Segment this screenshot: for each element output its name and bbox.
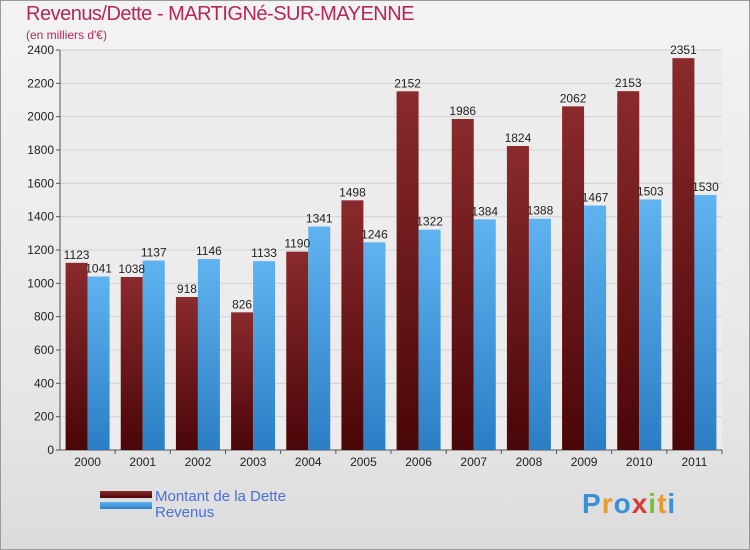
data-label-revenus: 1384 bbox=[471, 204, 498, 218]
data-label-dette: 2351 bbox=[670, 43, 697, 57]
logo-letter: o bbox=[613, 488, 632, 519]
bar-dette-2009 bbox=[562, 106, 585, 450]
data-label-revenus: 1467 bbox=[582, 191, 609, 205]
data-label-revenus: 1341 bbox=[306, 212, 333, 226]
bar-dette-2002 bbox=[175, 297, 198, 450]
data-label-revenus: 1146 bbox=[196, 244, 222, 258]
y-tick-label: 1400 bbox=[27, 210, 54, 224]
data-label-dette: 1190 bbox=[284, 237, 310, 251]
data-label-revenus: 1388 bbox=[527, 204, 554, 218]
x-tick-label: 2002 bbox=[185, 455, 212, 469]
bar-dette-2005 bbox=[341, 200, 364, 450]
data-label-revenus: 1530 bbox=[692, 180, 719, 194]
data-label-dette: 826 bbox=[232, 297, 252, 311]
bar-dette-2003 bbox=[231, 312, 254, 450]
x-tick-label: 2006 bbox=[405, 455, 432, 469]
x-tick-label: 2004 bbox=[295, 455, 322, 469]
data-label-dette: 1986 bbox=[449, 104, 476, 118]
chart-title: Revenus/Dette - MARTIGNé-SUR-MAYENNE bbox=[26, 3, 415, 25]
bar-dette-2000 bbox=[65, 262, 88, 450]
bar-dette-2004 bbox=[286, 251, 309, 450]
legend-label-revenus: Revenus bbox=[155, 504, 215, 521]
data-label-revenus: 1503 bbox=[637, 185, 664, 199]
bar-dette-2007 bbox=[451, 119, 474, 450]
data-label-revenus: 1246 bbox=[361, 227, 388, 241]
bar-revenus-2003 bbox=[253, 261, 276, 450]
x-tick-label: 2001 bbox=[129, 455, 156, 469]
data-label-dette: 2062 bbox=[560, 91, 587, 105]
y-tick-label: 200 bbox=[34, 410, 54, 424]
data-label-dette: 918 bbox=[177, 282, 197, 296]
legend-swatch-revenus bbox=[100, 502, 152, 509]
chart-subtitle: (en milliers d'€) bbox=[26, 28, 107, 42]
data-label-revenus: 1322 bbox=[416, 215, 443, 229]
y-tick-label: 400 bbox=[34, 376, 54, 390]
data-label-dette: 1123 bbox=[64, 248, 90, 262]
logo-letter: t bbox=[657, 488, 668, 519]
bar-revenus-2009 bbox=[584, 205, 607, 450]
data-label-revenus: 1137 bbox=[141, 246, 167, 260]
y-tick-label: 1800 bbox=[27, 143, 54, 157]
data-label-dette: 1038 bbox=[118, 262, 145, 276]
data-label-revenus: 1041 bbox=[85, 262, 112, 276]
y-tick-label: 2400 bbox=[27, 43, 54, 57]
legend-swatch-dette bbox=[100, 491, 152, 498]
proxiti-logo: Proxiti bbox=[582, 488, 676, 520]
x-tick-label: 2009 bbox=[571, 455, 598, 469]
bar-revenus-2000 bbox=[87, 276, 110, 450]
y-tick-label: 2200 bbox=[27, 76, 54, 90]
bar-revenus-2001 bbox=[142, 260, 165, 450]
data-label-dette: 2152 bbox=[394, 76, 421, 90]
logo-letter: i bbox=[667, 488, 677, 519]
y-tick-label: 0 bbox=[47, 443, 54, 457]
logo-letter: r bbox=[601, 488, 614, 519]
y-tick-label: 1600 bbox=[27, 176, 54, 190]
data-label-dette: 1498 bbox=[339, 185, 366, 199]
bar-dette-2011 bbox=[672, 58, 695, 451]
bar-revenus-2007 bbox=[473, 219, 496, 450]
data-label-dette: 1824 bbox=[505, 131, 532, 145]
y-tick-label: 1000 bbox=[27, 276, 54, 290]
x-tick-label: 2007 bbox=[460, 455, 487, 469]
bar-revenus-2010 bbox=[639, 199, 662, 450]
x-tick-label: 2011 bbox=[682, 455, 708, 469]
x-tick-label: 2000 bbox=[74, 455, 101, 469]
bar-revenus-2004 bbox=[308, 226, 331, 450]
y-tick-label: 800 bbox=[34, 310, 54, 324]
data-label-revenus: 1133 bbox=[251, 246, 277, 260]
bar-revenus-2005 bbox=[363, 242, 386, 450]
bar-dette-2010 bbox=[617, 91, 640, 451]
x-tick-label: 2010 bbox=[626, 455, 653, 469]
logo-letter: i bbox=[648, 488, 658, 519]
y-tick-label: 1200 bbox=[27, 243, 54, 257]
bar-dette-2006 bbox=[396, 91, 419, 450]
x-tick-label: 2003 bbox=[240, 455, 267, 469]
y-tick-label: 2000 bbox=[27, 110, 54, 124]
x-tick-label: 2005 bbox=[350, 455, 377, 469]
bar-revenus-2006 bbox=[418, 229, 441, 450]
bar-revenus-2011 bbox=[694, 195, 717, 450]
bar-dette-2008 bbox=[506, 146, 529, 450]
logo-letter: P bbox=[582, 488, 602, 519]
bar-revenus-2002 bbox=[197, 259, 220, 450]
data-label-dette: 2153 bbox=[615, 76, 642, 90]
bar-dette-2001 bbox=[120, 277, 143, 450]
bar-revenus-2008 bbox=[528, 218, 551, 450]
logo-letter: x bbox=[631, 488, 649, 519]
y-tick-label: 600 bbox=[34, 343, 54, 357]
legend-label-dette: Montant de la Dette bbox=[155, 488, 286, 505]
x-tick-label: 2008 bbox=[516, 455, 543, 469]
